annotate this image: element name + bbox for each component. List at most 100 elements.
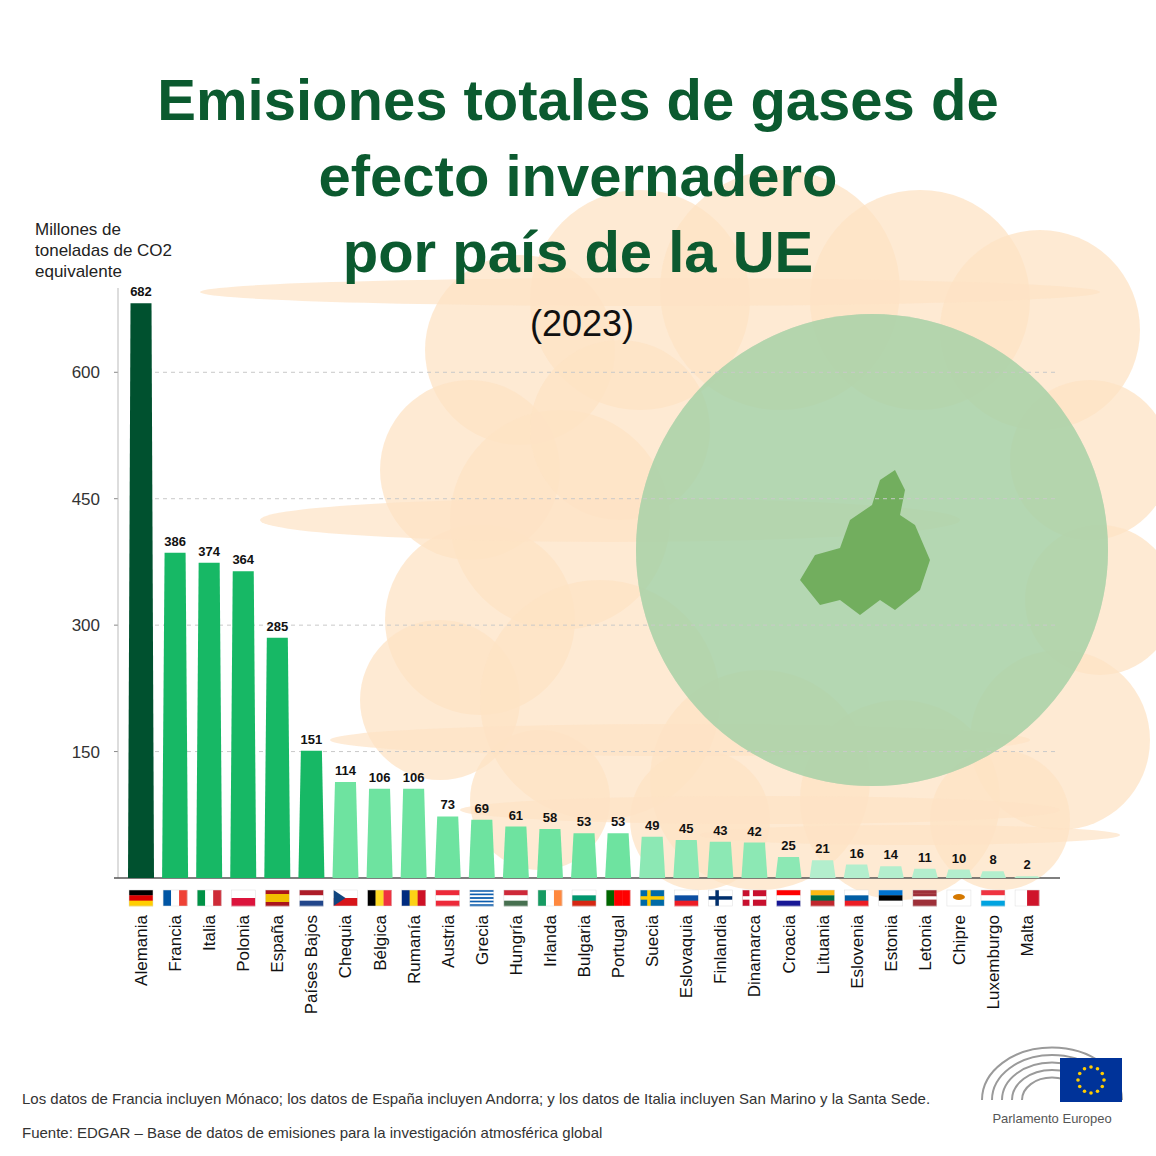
bar — [537, 829, 563, 878]
grid-line — [155, 372, 1058, 373]
x-tick-label: Bulgaria — [575, 914, 594, 977]
flag-stripe — [504, 895, 528, 901]
data-label: 106 — [369, 770, 391, 785]
x-tick-label: Luxemburgo — [984, 915, 1003, 1010]
flag-stripe — [614, 890, 622, 906]
eu-star — [1078, 1072, 1082, 1076]
bar — [844, 865, 870, 878]
flag-stripe — [470, 895, 494, 897]
eu-star — [1100, 1085, 1104, 1089]
flag-stripe — [504, 890, 528, 896]
flag — [1015, 890, 1039, 906]
x-tick-label: Italia — [200, 914, 219, 950]
flag-stripe — [845, 901, 869, 907]
flag-stripe — [163, 890, 171, 906]
flag — [708, 890, 732, 906]
flag-border — [333, 890, 357, 906]
bar — [810, 860, 836, 878]
data-label: 10 — [952, 851, 966, 866]
flag-border — [368, 890, 392, 906]
flag-stripe — [674, 890, 698, 896]
flag — [333, 890, 357, 906]
flag — [811, 890, 835, 906]
flag-stripe — [572, 890, 596, 896]
flag-stripe — [845, 890, 869, 896]
flag — [402, 890, 426, 906]
data-label: 106 — [403, 770, 425, 785]
grid-line — [155, 625, 1058, 626]
source: Fuente: EDGAR – Base de datos de emision… — [22, 1124, 602, 1141]
flag — [640, 890, 664, 906]
data-label: 49 — [645, 818, 659, 833]
flag-stripe — [879, 901, 903, 907]
flag-stripe — [470, 894, 494, 896]
flag-stripe — [811, 901, 835, 907]
x-tick-label: Alemania — [132, 914, 151, 985]
bar — [980, 871, 1006, 878]
eu-star — [1089, 1091, 1093, 1095]
flag — [163, 890, 187, 906]
flag-stripe — [402, 890, 410, 906]
bars — [128, 303, 1040, 878]
flag-stripe — [205, 890, 213, 906]
flag-stripe — [265, 890, 289, 894]
flags — [129, 890, 1039, 906]
flag-stripe — [777, 901, 801, 907]
flag — [470, 890, 494, 906]
y-tick — [114, 498, 118, 499]
data-label: 374 — [198, 544, 220, 559]
bar — [741, 843, 767, 878]
flag-border — [742, 890, 766, 906]
flag — [913, 890, 937, 906]
eu-star — [1102, 1078, 1106, 1082]
x-tick-label: Chequia — [336, 914, 355, 978]
flag-cross — [742, 896, 766, 900]
flag-triangle — [333, 890, 345, 906]
flag-stripe — [1027, 890, 1039, 906]
flag-border — [436, 890, 460, 906]
flag-stripe — [554, 890, 562, 906]
flag-field — [640, 890, 664, 906]
flag-field — [947, 890, 971, 906]
bar — [128, 303, 154, 878]
flag-stripe — [879, 890, 903, 896]
background-clouds — [200, 170, 1156, 900]
flag-border — [402, 890, 426, 906]
flag-stripe — [418, 890, 426, 906]
flag-stripe — [171, 890, 179, 906]
logo — [982, 1048, 1122, 1103]
x-tick-label: Lituania — [814, 914, 833, 974]
flag-stripe — [470, 902, 494, 904]
y-tick-label: 150 — [72, 743, 100, 762]
flag — [129, 890, 153, 906]
y-label-line: equivalente — [35, 262, 122, 281]
data-label: 61 — [509, 808, 523, 823]
flag-stripe — [213, 890, 221, 906]
flag-border — [640, 890, 664, 906]
x-tick-label: España — [268, 914, 287, 972]
x-tick-label: Bélgica — [371, 914, 390, 970]
data-label: 53 — [577, 814, 591, 829]
title-line: Emisiones totales de gases de — [157, 67, 998, 132]
x-tick-label: Irlanda — [541, 914, 560, 967]
bar — [435, 816, 461, 878]
data-label: 364 — [232, 552, 254, 567]
data-label: 16 — [849, 846, 863, 861]
bar — [367, 789, 393, 878]
flag-border — [981, 890, 1005, 906]
data-label: 58 — [543, 810, 557, 825]
x-tick-label: Eslovaquia — [677, 914, 696, 998]
flag-stripe — [265, 898, 289, 902]
eu-flag — [1060, 1058, 1122, 1102]
eu-star — [1096, 1089, 1100, 1093]
y-tick — [114, 372, 118, 373]
bar — [298, 751, 324, 878]
data-label: 43 — [713, 823, 727, 838]
flag — [742, 890, 766, 906]
flag-border — [811, 890, 835, 906]
flag-stripe — [811, 890, 835, 896]
bar — [503, 827, 529, 878]
data-label: 45 — [679, 821, 693, 836]
flag-border — [879, 890, 903, 906]
flag-stripe — [913, 893, 937, 897]
